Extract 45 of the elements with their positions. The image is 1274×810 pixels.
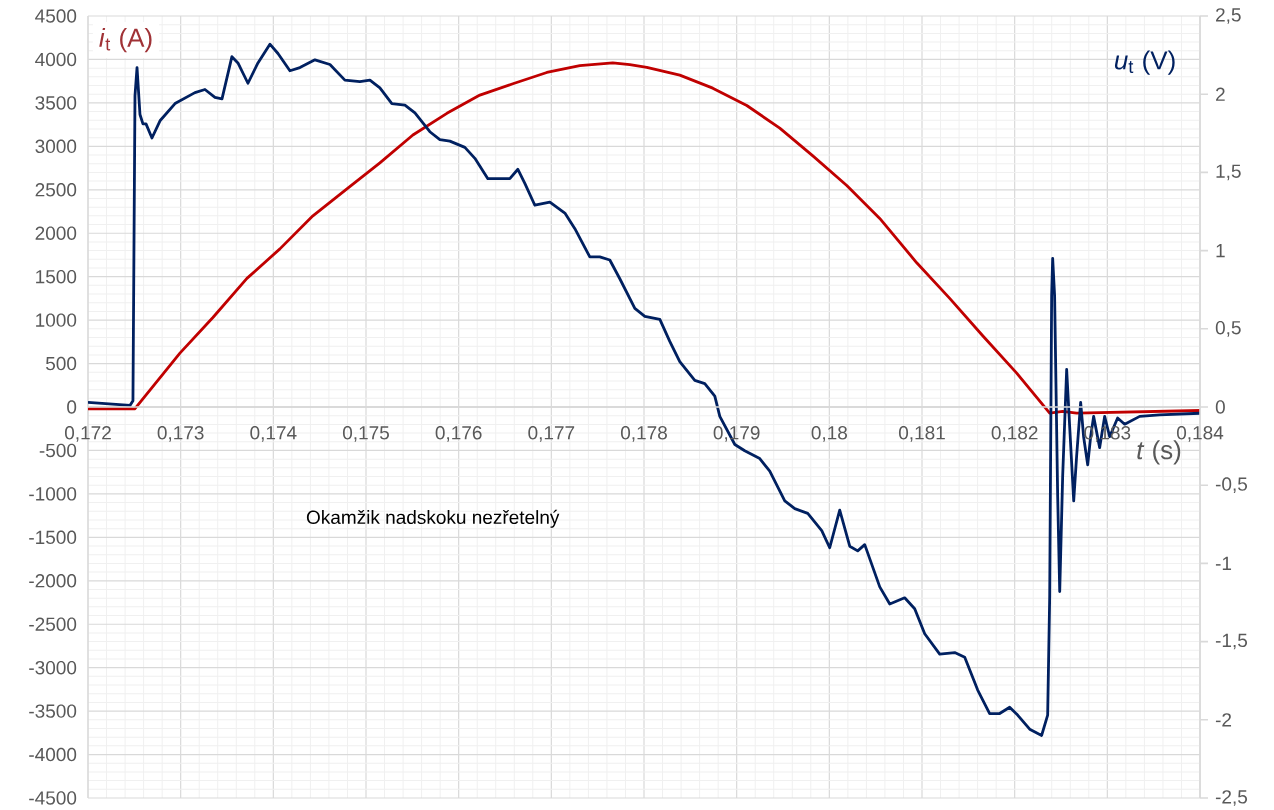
y-tick-label: -4500 (29, 791, 77, 805)
y2-tick-label: 1,5 (1216, 164, 1241, 181)
y-tick-label: -4000 (29, 747, 77, 762)
y-tick-label: 2500 (35, 183, 77, 197)
y-tick-label: 500 (45, 356, 77, 371)
y-tick-label: 3000 (35, 139, 77, 154)
y-tick-label: 3500 (35, 96, 77, 110)
y2-tick-label: 2,5 (1216, 8, 1241, 24)
x-tick-label: 0,176 (435, 426, 482, 442)
x-tick-label: 0,182 (991, 426, 1038, 442)
y2-tick-label: 0 (1215, 400, 1225, 414)
annotation: Okamžik nadskoku nezřetelný (306, 509, 560, 528)
y-tick-label: 1500 (36, 269, 77, 284)
y-tick-label: 0 (67, 400, 77, 414)
y-tick-label: 4000 (35, 52, 77, 67)
y-tick-label: 4500 (35, 9, 77, 23)
x-tick-label: 0,173 (157, 426, 204, 442)
y-axis-title: i$_{t}$ (A) (99, 27, 152, 53)
x-tick-label: 0,175 (342, 426, 389, 442)
x-axis-title: t (s) (1137, 440, 1181, 465)
x-tick-label: 0,184 (1176, 426, 1224, 442)
y2-tick-label: -1 (1215, 556, 1232, 570)
y2-tick-label: 0,5 (1215, 320, 1241, 337)
y-tick-label: -2500 (29, 617, 77, 631)
y2-tick-label: -2 (1215, 713, 1232, 727)
y-tick-label: 1000 (36, 313, 77, 327)
y-tick-label: -3000 (29, 660, 77, 675)
y-tick-label: -500 (39, 443, 77, 458)
y2-tick-label: 2 (1216, 87, 1225, 101)
x-tick-label: 0,178 (620, 426, 667, 442)
y2-tick-label: 1 (1216, 244, 1225, 258)
x-tick-label: 0,181 (898, 426, 945, 442)
y2-tick-label: -1,5 (1215, 633, 1248, 650)
x-tick-label: 0,177 (528, 426, 575, 442)
x-tick-label: 0,18 (811, 426, 848, 442)
y-tick-label: -2000 (29, 574, 77, 588)
y2-tick-label: -0,5 (1215, 477, 1248, 494)
y2-axis-title: u$_{t}$ (V) (1114, 50, 1175, 75)
x-tick-label: 0,172 (64, 426, 111, 442)
y-tick-label: -1500 (29, 530, 77, 545)
y-tick-label: -3500 (29, 704, 77, 718)
y2-tick-label: -2,5 (1215, 790, 1248, 806)
y-tick-label: 2000 (35, 226, 77, 240)
x-tick-label: 0,174 (250, 426, 297, 442)
y-tick-label: -1000 (29, 487, 77, 501)
